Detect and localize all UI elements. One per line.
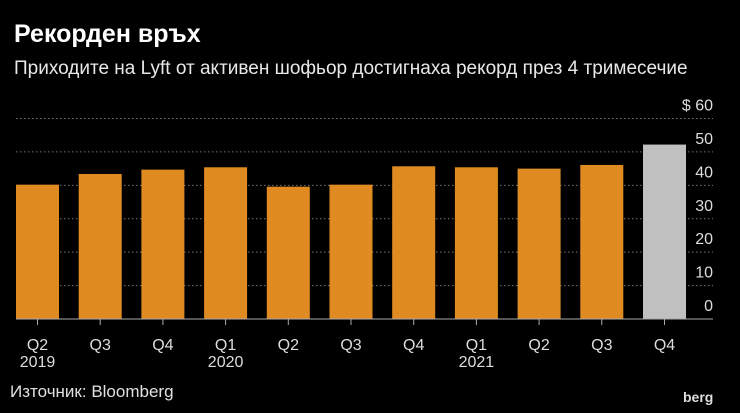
x-tick-label: Q2 <box>528 337 549 354</box>
bar <box>78 173 122 319</box>
x-tick-label: Q3 <box>591 337 612 354</box>
bar <box>141 169 185 319</box>
bar <box>204 167 248 319</box>
x-tick-label: Q2 <box>27 337 48 354</box>
bar <box>580 164 624 319</box>
y-tick-label: 10 <box>695 265 713 282</box>
y-tick-label: 0 <box>704 298 713 315</box>
bar <box>329 184 373 319</box>
y-tick-label: 40 <box>695 164 713 181</box>
x-tick-label: Q1 <box>466 337 487 354</box>
bar <box>643 144 686 319</box>
chart-subtitle: Приходите на Lyft от активен шофьор дост… <box>14 58 688 79</box>
x-tick-label: Q4 <box>403 337 424 354</box>
x-year-label: 2021 <box>459 354 495 371</box>
x-year-label: 2019 <box>20 354 56 371</box>
x-year-label: 2020 <box>208 354 244 371</box>
x-tick-label: Q4 <box>654 337 675 354</box>
x-tick-label: Q1 <box>215 337 236 354</box>
x-tick-label: Q3 <box>90 337 111 354</box>
bar <box>517 168 561 319</box>
x-tick-label: Q4 <box>152 337 173 354</box>
source-note: Източник: Bloomberg <box>10 382 174 401</box>
bloomberg-logo: berg <box>683 389 714 405</box>
x-tick-label: Q3 <box>340 337 361 354</box>
y-tick-label: 20 <box>695 231 713 248</box>
bar <box>16 184 59 319</box>
y-tick-label: 30 <box>695 198 713 215</box>
chart-title: Рекорден връх <box>14 20 201 48</box>
x-tick-label: Q2 <box>278 337 299 354</box>
y-tick-label: $ 60 <box>682 98 713 115</box>
y-tick-label: 50 <box>695 131 713 148</box>
bar <box>392 166 436 319</box>
bar <box>454 167 498 319</box>
bar <box>266 186 310 319</box>
